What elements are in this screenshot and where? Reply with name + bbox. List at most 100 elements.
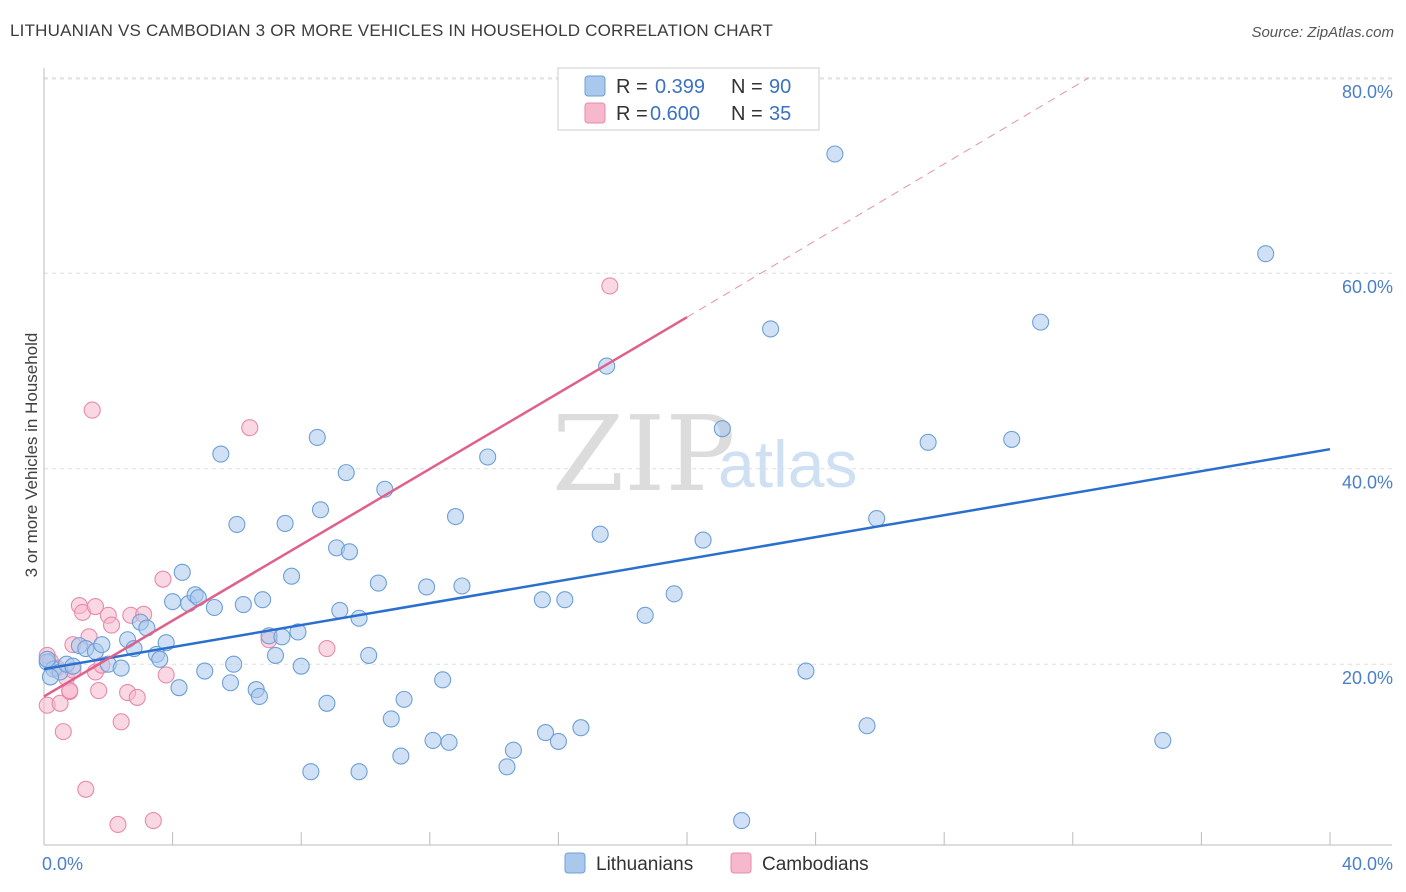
legend-n-value-1: 90 (769, 76, 791, 98)
legend-r-label-2: R = (616, 103, 648, 125)
lithuanians-point-58 (424, 731, 442, 749)
cambodians-point-17 (90, 682, 108, 700)
lithuanians-point-74 (665, 585, 683, 603)
lithuanians-point-88 (38, 650, 56, 668)
lithuanians-point-69 (556, 591, 574, 609)
bottom-legend-cambodians: Cambodians (762, 854, 869, 875)
lithuanians-point-81 (858, 717, 876, 735)
cambodians-point-20 (102, 616, 121, 634)
legend-n-label-2: N = (731, 103, 763, 125)
cambodians-point-33 (601, 277, 619, 295)
lithuanians-point-41 (302, 763, 320, 781)
lithuanians-point-16 (151, 650, 169, 668)
lithuanians-point-57 (418, 578, 436, 596)
lithuanians-point-61 (446, 508, 465, 526)
watermark-atlas: atlas (718, 427, 857, 501)
legend-r-label-1: R = (616, 76, 648, 98)
source-label: Source: ZipAtlas.com (1251, 24, 1394, 41)
lithuanians-point-43 (311, 501, 330, 519)
cambodians-point-12 (77, 780, 95, 798)
cambodians-points (38, 277, 619, 834)
lithuanians-point-36 (273, 628, 291, 646)
lithuanians-point-52 (369, 574, 387, 592)
lithuanians-point-27 (221, 674, 240, 692)
lithuanians-point-70 (572, 719, 590, 737)
legend-swatch-blue (584, 75, 606, 97)
y-axis-tick-labels: 20.0% 40.0% 60.0% 80.0% (1342, 82, 1393, 688)
y-tick-label-20: 20.0% (1342, 668, 1393, 688)
lithuanians-point-44 (318, 694, 336, 712)
lithuanians-point-55 (392, 747, 410, 765)
lithuanians-point-46 (331, 601, 349, 619)
lithuanians-point-10 (112, 659, 130, 677)
lithuanians-point-82 (868, 510, 886, 528)
y-tick-label-40: 40.0% (1342, 473, 1393, 493)
lithuanians-point-63 (479, 448, 497, 466)
lithuanians-point-79 (797, 662, 815, 680)
lithuanians-point-32 (250, 687, 268, 705)
lithuanians-point-35 (266, 646, 285, 664)
lithuanians-point-28 (225, 655, 243, 673)
legend-swatch-pink (584, 102, 606, 124)
lithuanians-point-56 (395, 690, 413, 708)
cambodians-trend-extension (686, 77, 1090, 318)
lithuanians-point-8 (93, 636, 111, 654)
lithuanians-point-73 (636, 606, 654, 624)
cambodians-point-28 (154, 570, 172, 588)
series-legend: Lithuanians Cambodians (564, 852, 869, 875)
bottom-legend-lithuanians: Lithuanians (596, 854, 693, 875)
lithuanians-point-65 (504, 741, 522, 759)
lithuanians-point-60 (440, 733, 458, 751)
lithuanians-point-85 (1032, 313, 1050, 331)
watermark-zip: ZIP (552, 393, 735, 515)
lithuanians-points (38, 145, 1275, 830)
cambodians-point-32 (318, 640, 336, 658)
lithuanians-point-25 (205, 598, 223, 617)
cambodians-point-30 (241, 419, 259, 437)
lithuanians-point-71 (591, 525, 609, 543)
cambodians-point-29 (157, 666, 175, 684)
lithuanians-point-75 (694, 531, 712, 549)
cambodians-point-4 (54, 723, 72, 741)
lithuanians-point-64 (498, 758, 516, 776)
lithuanians-point-77 (733, 812, 751, 830)
lithuanians-point-89 (41, 668, 59, 686)
lithuanians-point-62 (453, 577, 471, 595)
y-tick-label-60: 60.0% (1342, 277, 1393, 297)
lithuanians-point-37 (276, 514, 294, 532)
cambodians-point-16 (86, 597, 104, 616)
lithuanians-point-18 (164, 593, 182, 611)
y-axis-label: 3 or more Vehicles in Household (22, 333, 41, 578)
lithuanians-point-40 (292, 657, 310, 675)
legend-r-value-2: 0.600 (650, 103, 700, 125)
lithuanians-point-20 (173, 563, 191, 581)
x-tick-label-max: 40.0% (1342, 854, 1393, 874)
lithuanians-point-33 (254, 591, 272, 609)
lithuanians-point-39 (289, 623, 307, 641)
lithuanians-point-49 (350, 609, 368, 627)
lithuanians-point-87 (1257, 245, 1275, 263)
lithuanians-point-59 (434, 671, 452, 689)
chart-title: LITHUANIAN VS CAMBODIAN 3 OR MORE VEHICL… (10, 21, 774, 40)
x-tick-label-min: 0.0% (42, 854, 83, 874)
lithuanians-point-30 (234, 596, 252, 614)
cambodians-point-22 (112, 713, 130, 731)
lithuanians-point-50 (350, 763, 368, 781)
lithuanians-point-67 (536, 724, 555, 742)
lithuanians-point-78 (762, 320, 780, 338)
lithuanians-point-83 (919, 433, 937, 451)
cambodians-point-3 (51, 694, 69, 712)
bottom-legend-swatch-lithuanians (564, 852, 586, 874)
lithuanians-point-47 (337, 464, 355, 482)
cambodians-point-14 (83, 401, 101, 419)
lithuanians-point-26 (212, 445, 230, 463)
correlation-legend: R = 0.399 N = 90 R = 0.600 N = 35 (557, 67, 820, 131)
lithuanians-point-76 (713, 420, 731, 438)
lithuanians-point-24 (196, 662, 214, 680)
trend-lines (43, 77, 1331, 698)
lithuanians-point-68 (549, 732, 567, 750)
lithuanians-trend-line (43, 447, 1331, 671)
y-tick-label-80: 80.0% (1342, 82, 1393, 102)
legend-n-value-2: 35 (769, 103, 791, 125)
